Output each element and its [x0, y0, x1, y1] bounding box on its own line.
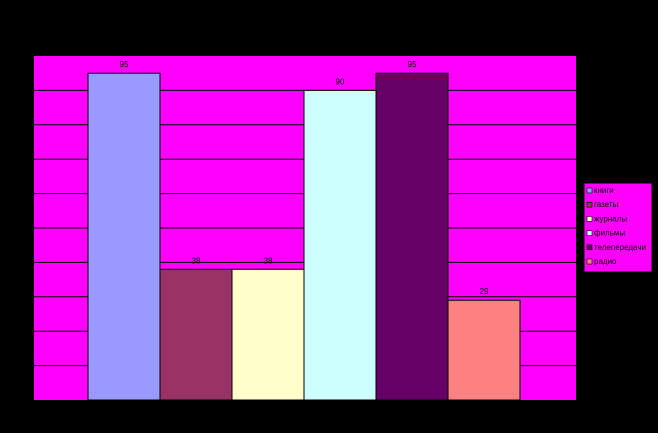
bar-2	[159, 268, 233, 401]
data-label: 38	[264, 256, 273, 265]
bar-5	[375, 72, 449, 401]
legend-label: радио	[594, 257, 617, 266]
legend-swatch	[586, 201, 593, 208]
legend-label: фильмы	[594, 229, 625, 238]
legend-label: книги	[594, 186, 614, 195]
bars	[87, 72, 521, 401]
legend-swatch	[586, 258, 593, 265]
data-label: 38	[192, 256, 201, 265]
data-label: 95	[408, 60, 417, 69]
bar-4	[303, 89, 377, 401]
legend-label: телепередачи	[594, 243, 646, 252]
bar-1	[87, 72, 161, 401]
data-label: 95	[120, 60, 129, 69]
legend-label: журналы	[594, 214, 627, 223]
data-label: 29	[480, 287, 489, 296]
legend-box	[583, 182, 653, 273]
legend-swatch	[586, 230, 593, 236]
data-labels: 95 38 38 90 95 29	[120, 60, 489, 296]
bar-6	[447, 299, 521, 401]
data-label: 90	[336, 77, 345, 86]
bar-3	[231, 268, 305, 401]
legend-swatch	[586, 187, 593, 194]
legend: книги газеты журналы фильмы телепередачи ради…	[583, 182, 653, 273]
legend-swatch	[586, 244, 593, 251]
legend-swatch	[586, 216, 593, 222]
legend-label: газеты	[594, 200, 619, 209]
